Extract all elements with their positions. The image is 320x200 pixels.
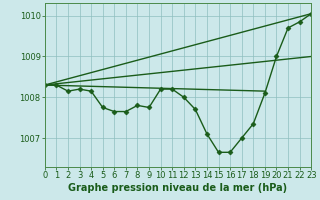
X-axis label: Graphe pression niveau de la mer (hPa): Graphe pression niveau de la mer (hPa)	[68, 183, 288, 193]
